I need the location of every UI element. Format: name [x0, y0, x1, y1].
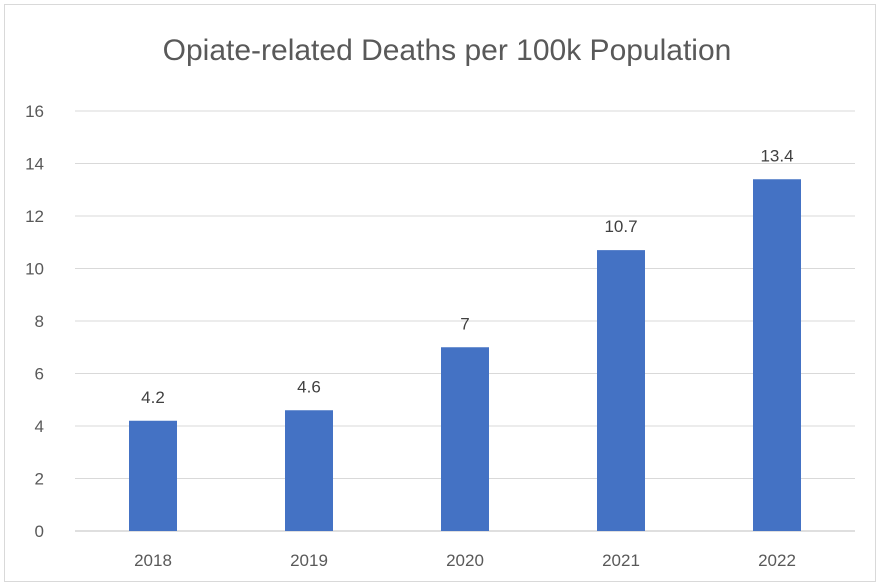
- gridlines: [75, 110, 855, 532]
- y-tick-label: 2: [35, 470, 44, 489]
- data-label-2018: 4.2: [141, 388, 165, 407]
- x-tick-label: 2022: [758, 551, 796, 570]
- bar-2019: [285, 410, 333, 531]
- chart-title: Opiate-related Deaths per 100k Populatio…: [163, 34, 732, 67]
- bars: [129, 179, 801, 531]
- x-axis-ticks: 2018 2019 2020 2021 2022: [134, 551, 796, 570]
- data-label-2020: 7: [460, 314, 469, 333]
- bar-2022: [753, 179, 801, 531]
- y-tick-label: 8: [35, 312, 44, 331]
- bar-2021: [597, 250, 645, 531]
- y-tick-label: 6: [35, 365, 44, 384]
- data-label-2021: 10.7: [604, 217, 637, 236]
- y-tick-label: 0: [35, 522, 44, 541]
- x-tick-label: 2021: [602, 551, 640, 570]
- data-labels: 4.2 4.6 7 10.7 13.4: [141, 146, 793, 407]
- bar-2020: [441, 347, 489, 531]
- y-tick-label: 16: [25, 102, 44, 121]
- bar-2018: [129, 420, 177, 531]
- y-tick-label: 12: [25, 207, 44, 226]
- data-label-2019: 4.6: [297, 377, 321, 396]
- x-tick-label: 2018: [134, 551, 172, 570]
- x-tick-label: 2019: [290, 551, 328, 570]
- x-tick-label: 2020: [446, 551, 484, 570]
- y-tick-label: 14: [25, 155, 44, 174]
- y-axis-ticks: 0 2 4 6 8 10 12 14 16: [25, 102, 44, 541]
- y-tick-label: 10: [25, 260, 44, 279]
- data-label-2022: 13.4: [760, 146, 793, 165]
- y-tick-label: 4: [35, 417, 44, 436]
